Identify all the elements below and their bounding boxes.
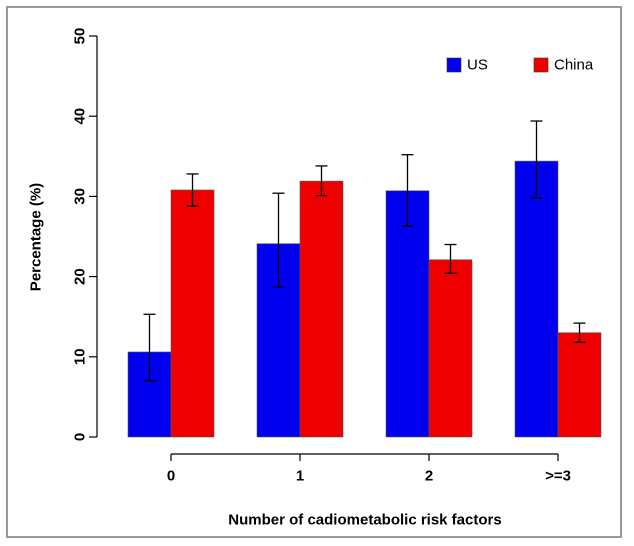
y-tick-label: 30	[72, 188, 89, 205]
legend-swatch-us	[446, 57, 462, 73]
y-tick-label: 20	[72, 268, 89, 285]
bar-china-0	[170, 189, 215, 438]
legend-label-china: China	[554, 57, 594, 74]
legend-swatch-china	[533, 57, 549, 73]
error-bars	[143, 120, 586, 382]
bar-us-2	[385, 190, 430, 438]
bar-china-3	[557, 332, 602, 438]
bar-us-3	[514, 160, 559, 438]
y-tick-label: 10	[72, 348, 89, 365]
x-ticks: 0 1 2 >=3	[167, 454, 571, 485]
x-axis-title: Number of cadiometabolic risk factors	[228, 512, 501, 529]
x-tick-label: 1	[296, 468, 304, 485]
x-tick-label: 2	[425, 468, 433, 485]
axes	[96, 36, 558, 455]
legend-label-us: US	[467, 57, 488, 74]
y-tick-label: 0	[72, 433, 89, 441]
legend: US China	[446, 57, 594, 74]
bar-china-2	[428, 259, 473, 438]
y-ticks: 0 10 20 30 40 50	[72, 28, 97, 441]
x-tick-label: 0	[167, 468, 175, 485]
x-tick-label: >=3	[545, 468, 571, 485]
y-tick-label: 40	[72, 108, 89, 125]
y-tick-label: 50	[72, 28, 89, 45]
y-axis-title: Percentage (%)	[28, 183, 45, 291]
bar-china-1	[299, 180, 344, 438]
bars	[127, 160, 602, 438]
